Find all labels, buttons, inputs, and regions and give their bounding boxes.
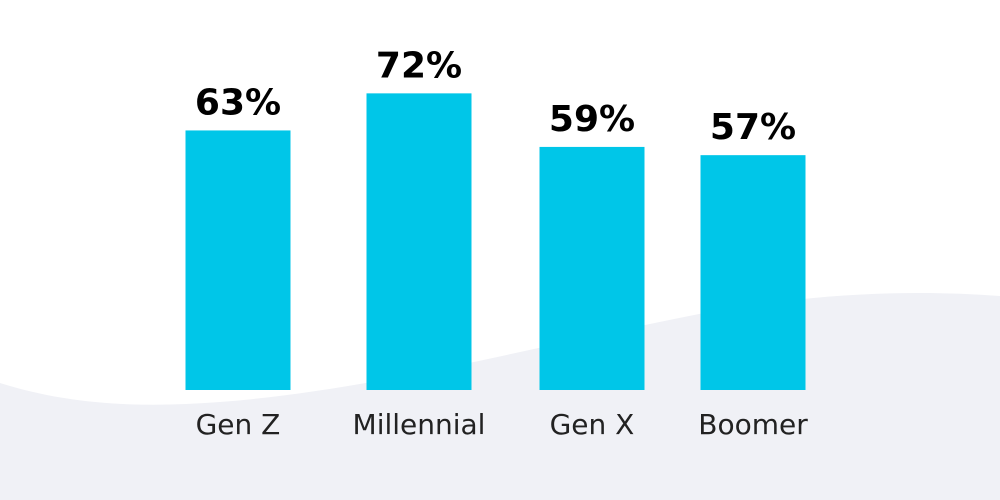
category-label-millennial: Millennial xyxy=(353,408,486,441)
background-wave xyxy=(0,292,1000,500)
category-label-gen-z: Gen Z xyxy=(196,408,281,441)
value-label-gen-x: 59% xyxy=(549,99,635,140)
category-label-boomer: Boomer xyxy=(698,408,808,441)
value-label-gen-z: 63% xyxy=(195,82,281,123)
value-label-millennial: 72% xyxy=(376,45,462,86)
bar-gen-z xyxy=(185,130,291,390)
bars-group xyxy=(185,93,806,391)
bar-boomer xyxy=(700,155,806,390)
value-label-boomer: 57% xyxy=(710,107,796,148)
bar-gen-x xyxy=(539,146,645,390)
value-labels-group: 63% 72% 59% 57% xyxy=(195,45,796,148)
category-labels-group: Gen Z Millennial Gen X Boomer xyxy=(196,408,809,441)
bar-millennial xyxy=(366,93,472,391)
category-label-gen-x: Gen X xyxy=(550,408,635,441)
